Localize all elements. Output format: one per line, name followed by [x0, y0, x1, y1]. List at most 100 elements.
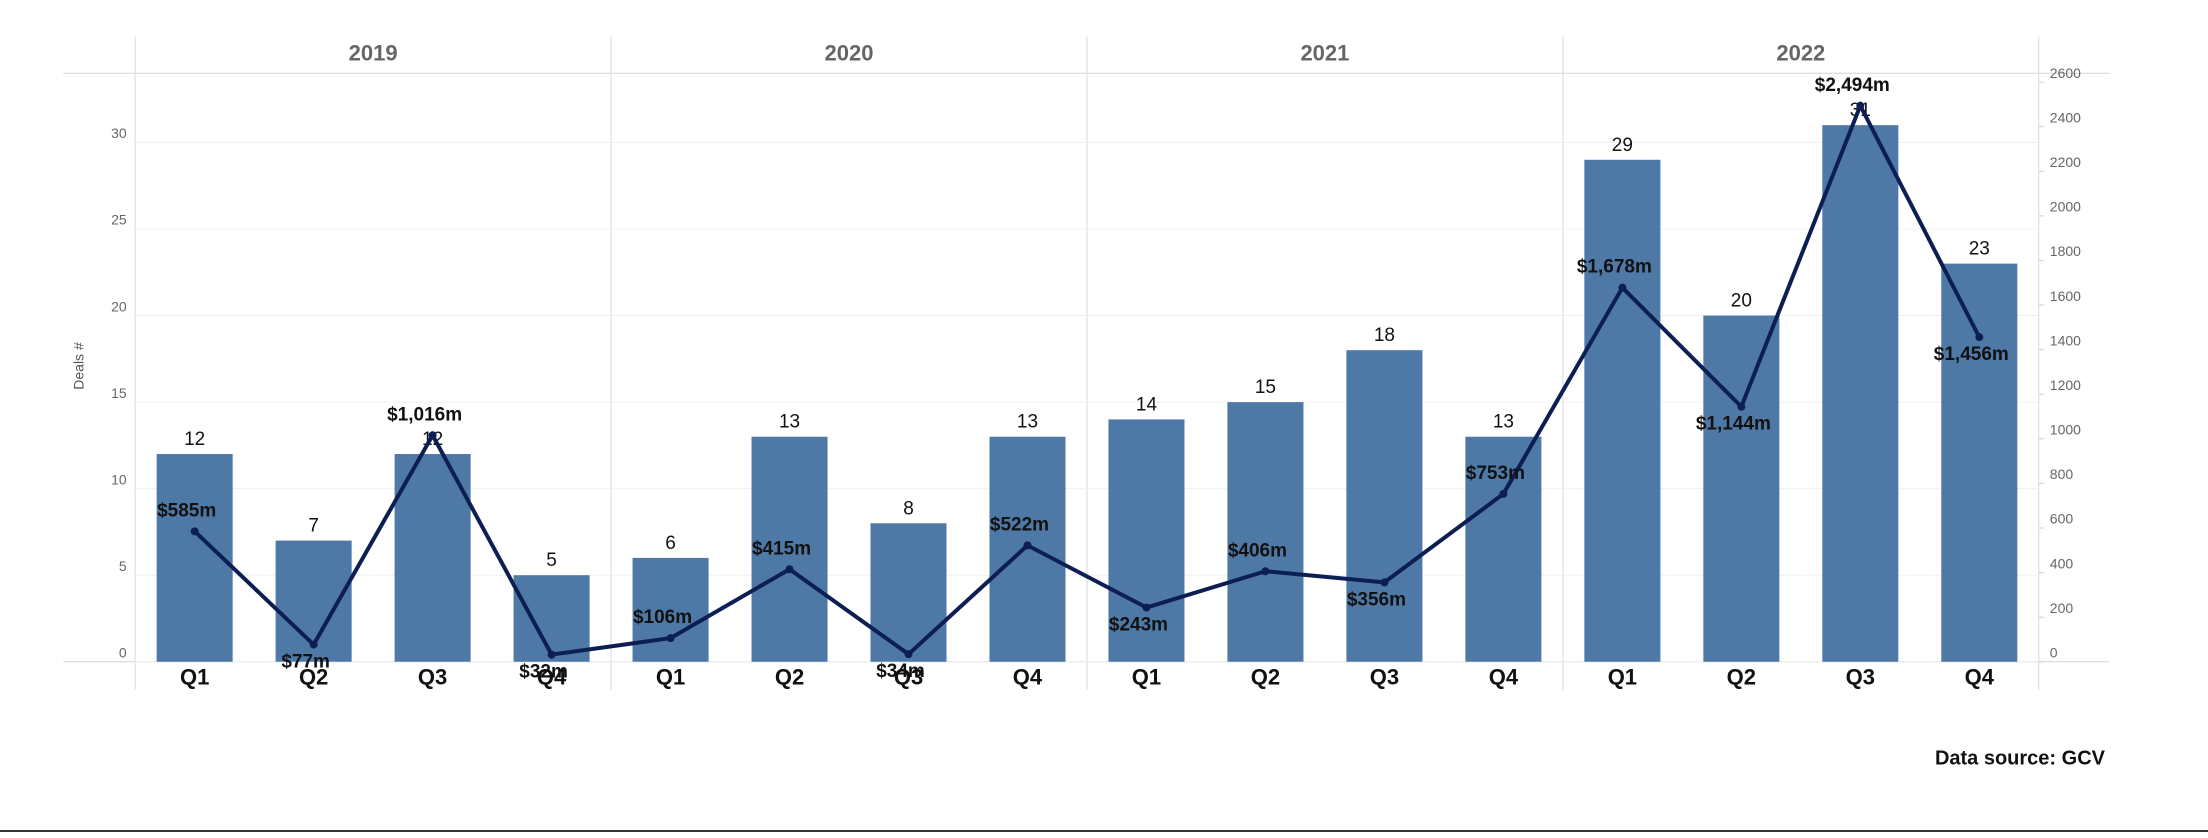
line-point	[785, 565, 794, 574]
bar-label: 15	[1255, 377, 1276, 398]
bar-label: 14	[1136, 394, 1158, 415]
line-point	[1856, 101, 1865, 110]
x-tick-label: Q3	[1370, 664, 1399, 689]
line-label: $356m	[1347, 589, 1406, 610]
x-tick-label: Q1	[1608, 664, 1637, 689]
y2-tick-label: 1800	[2050, 243, 2081, 259]
x-tick-label: Q2	[1727, 664, 1756, 689]
line-point	[904, 650, 913, 659]
y-tick-label: 5	[119, 558, 127, 574]
line-label: $32m	[519, 662, 568, 683]
line-point	[1737, 402, 1746, 411]
y2-tick-label: 1200	[2050, 377, 2081, 393]
line-label: $753m	[1466, 463, 1525, 484]
y2-tick-label: 2200	[2050, 154, 2081, 170]
source-note: Data source: GCV	[1935, 747, 2106, 769]
y2-tick-label: 200	[2050, 600, 2074, 616]
x-tick-label: Q2	[299, 664, 328, 689]
bar-label: 7	[308, 516, 319, 537]
y2-tick-label: 0	[2050, 644, 2058, 660]
x-tick-label: Q1	[180, 664, 209, 689]
line-label: $77m	[281, 652, 330, 673]
line-point	[1380, 578, 1389, 587]
x-tick-label: Q3	[418, 664, 447, 689]
y2-tick-label: 2400	[2050, 109, 2081, 125]
x-tick-label: Q2	[775, 664, 804, 689]
bar-label: 12	[184, 429, 205, 450]
line-label: $585m	[157, 500, 216, 521]
line-label: $1,678m	[1577, 257, 1652, 278]
line-point	[666, 634, 675, 643]
line-label: $106m	[633, 607, 692, 628]
bar	[513, 575, 590, 662]
bar	[1822, 125, 1899, 662]
y-tick-label: 30	[111, 125, 127, 141]
bar-label: 13	[779, 412, 800, 433]
bar	[1108, 419, 1185, 662]
year-header: 2021	[1300, 41, 1349, 66]
x-tick-label: Q1	[1132, 664, 1161, 689]
bar-label: 5	[546, 550, 557, 571]
year-header: 2022	[1776, 41, 1825, 66]
line-point	[547, 650, 556, 659]
line-label: $522m	[990, 514, 1049, 535]
x-tick-label: Q3	[1846, 664, 1875, 689]
y2-tick-label: 1400	[2050, 332, 2081, 348]
bar-label: 13	[1017, 412, 1038, 433]
x-tick-label: Q3	[894, 664, 923, 689]
line-point	[1261, 567, 1270, 576]
line	[193, 100, 1982, 657]
line-point	[1975, 333, 1984, 342]
line-label: $1,456m	[1934, 344, 2009, 365]
x-tick-label: Q4	[1489, 664, 1519, 689]
y-axis-label: Deals #	[71, 342, 87, 390]
line-label: $1,016m	[387, 404, 462, 425]
line-point	[428, 431, 437, 440]
bar	[632, 557, 709, 662]
bar	[1465, 436, 1542, 662]
y-tick-label: 10	[111, 471, 127, 487]
bar	[1346, 350, 1423, 662]
bar-label: 18	[1374, 325, 1395, 346]
x-tick-label: Q2	[1251, 664, 1280, 689]
line-point	[309, 640, 318, 649]
line-label: $34m	[876, 661, 925, 682]
bar-label: 6	[665, 533, 676, 554]
x-tick-label: Q4	[1965, 664, 1995, 689]
year-header: 2020	[825, 41, 874, 66]
line-point	[1023, 541, 1032, 550]
year-header: 2019	[349, 41, 398, 66]
bar	[394, 454, 471, 662]
y2-tick-label: 600	[2050, 511, 2074, 527]
y-tick-label: 15	[111, 385, 127, 401]
bar	[870, 523, 947, 662]
y2-tick-label: 400	[2050, 555, 2074, 571]
bar-label: 23	[1969, 239, 1990, 260]
line-label: $2,494m	[1815, 75, 1890, 96]
y-tick-label: 20	[111, 298, 127, 314]
line-point	[1618, 283, 1627, 292]
bar	[751, 436, 828, 662]
bar	[1703, 315, 1780, 662]
bar-label: 13	[1493, 412, 1514, 433]
bar	[1584, 159, 1661, 662]
line-point	[1142, 603, 1151, 612]
line-point	[1499, 489, 1508, 498]
y-tick-label: 25	[111, 212, 127, 228]
bar-label: 20	[1731, 291, 1752, 312]
line-label: $1,144m	[1696, 414, 1771, 435]
line-label: $406m	[1228, 540, 1287, 561]
y2-tick-label: 2600	[2050, 65, 2081, 81]
y2-tick-label: 1600	[2050, 288, 2081, 304]
x-tick-label: Q4	[1013, 664, 1043, 689]
x-tick-label: Q1	[656, 664, 685, 689]
y2-tick-label: 800	[2050, 466, 2074, 482]
line-label: $243m	[1109, 615, 1168, 636]
bar-label: 8	[903, 498, 914, 519]
y2-tick-label: 1000	[2050, 422, 2081, 438]
bar	[1941, 263, 2018, 662]
x-tick-label: Q4	[537, 664, 567, 689]
y-tick-label: 0	[119, 644, 127, 660]
